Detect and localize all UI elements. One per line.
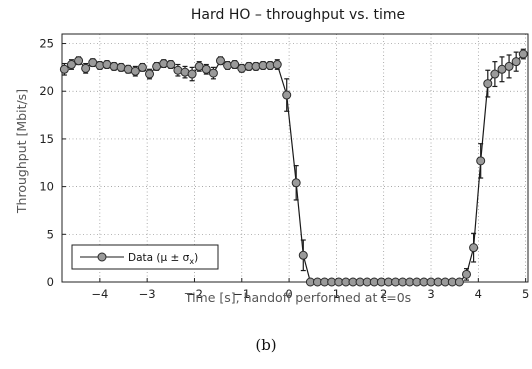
y-tick-label: 0: [47, 275, 54, 289]
x-tick-label: 4: [475, 287, 482, 301]
x-tick-label: −2: [186, 287, 203, 301]
data-point: [476, 156, 486, 166]
data-point: [166, 60, 176, 70]
data-point: [145, 69, 155, 79]
data-point: [215, 56, 225, 66]
data-point: [66, 60, 76, 70]
data-point: [130, 66, 140, 76]
axes: [61, 33, 529, 283]
data-point: [291, 178, 301, 188]
x-tick-label: 5: [522, 287, 529, 301]
legend-entry: Data (μ ± σx): [128, 252, 198, 266]
legend-label-sub: x: [189, 257, 194, 266]
data-point: [511, 57, 521, 67]
data-point: [187, 69, 197, 79]
data-point: [461, 269, 471, 279]
grid: [62, 34, 528, 283]
x-tick-label: 3: [427, 287, 434, 301]
y-tick-label: 5: [47, 227, 54, 241]
x-tick-label: −4: [91, 287, 108, 301]
data-point: [74, 56, 84, 66]
legend-label-main: Data (μ ± σ: [128, 252, 190, 264]
data-series: [59, 48, 528, 287]
data-point: [504, 61, 514, 71]
data-point: [490, 69, 500, 79]
y-axis-label: Throughput [Mbit/s]: [14, 89, 29, 214]
y-tick-label: 20: [39, 84, 54, 98]
y-tick-label: 15: [39, 132, 54, 146]
x-tick-label: 0: [285, 287, 292, 301]
data-point: [201, 64, 211, 74]
data-point: [282, 90, 292, 100]
data-point: [230, 60, 240, 70]
y-tick-label: 25: [39, 37, 54, 51]
plot-frame: [61, 33, 529, 283]
x-tick-label: −1: [233, 287, 250, 301]
data-point: [518, 49, 528, 59]
y-tick-label: 10: [39, 180, 54, 194]
data-point: [272, 60, 282, 70]
data-point: [208, 68, 218, 78]
data-point: [454, 277, 464, 287]
x-tick-label: 2: [380, 287, 387, 301]
x-tick-label: −3: [139, 287, 156, 301]
data-point: [298, 250, 308, 260]
ticks: −4 −3 −2 −1 0 1 2 3 4 5 0 5 10 15 20 25: [39, 37, 529, 301]
legend-label-end: ): [194, 252, 198, 264]
x-axis-label: Time [s], handoff performed at t=0s: [184, 290, 411, 305]
legend: Data (μ ± σx): [71, 244, 219, 270]
x-tick-label: 1: [333, 287, 340, 301]
legend-marker-swatch: [97, 252, 107, 262]
data-point: [137, 62, 147, 72]
figure-caption: (b): [255, 336, 276, 354]
data-point: [483, 79, 493, 89]
chart-title: Hard HO – throughput vs. time: [191, 7, 405, 23]
data-point: [59, 64, 69, 74]
data-point: [81, 63, 91, 73]
data-point: [469, 243, 479, 253]
